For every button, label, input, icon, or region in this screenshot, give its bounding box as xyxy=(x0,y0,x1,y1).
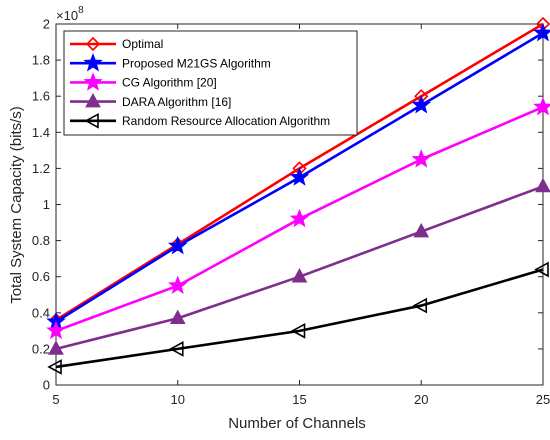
data-point xyxy=(168,235,188,255)
y-tick-label: 1.6 xyxy=(32,89,50,104)
y-tick-label: 1.4 xyxy=(32,125,50,140)
x-tick-label: 5 xyxy=(52,392,59,407)
x-tick-label: 20 xyxy=(414,392,428,407)
data-point xyxy=(535,177,550,193)
data-point xyxy=(46,320,66,340)
data-point xyxy=(533,96,550,116)
data-point xyxy=(47,359,62,375)
data-point xyxy=(534,261,549,278)
y-axis-ticks: 0 0.2 0.4 0.6 0.8 1 1.2 1.4 1.6 1.8 2 xyxy=(32,17,543,393)
data-point xyxy=(83,72,103,91)
x-axis-label: Number of Channels xyxy=(228,415,366,432)
x-tick-label: 25 xyxy=(536,392,550,407)
data-point xyxy=(411,94,431,114)
y-tick-label: 1 xyxy=(43,197,50,212)
y-tick-label: 1.8 xyxy=(32,53,50,68)
x-tick-label: 15 xyxy=(292,392,306,407)
data-point xyxy=(413,222,430,238)
series-4 xyxy=(47,261,549,375)
series-line xyxy=(55,268,544,369)
legend-label: DARA Algorithm [16] xyxy=(122,95,231,109)
legend-entry: Random Resource Allocation Algorithm xyxy=(70,112,330,129)
x-axis-ticks: 5 10 15 20 25 xyxy=(52,24,550,407)
data-point xyxy=(169,341,184,357)
series-2 xyxy=(46,96,550,340)
legend-entry: CG Algorithm [20] xyxy=(70,72,217,91)
data-point xyxy=(411,149,431,168)
y-tick-label: 2 xyxy=(43,17,50,32)
y-axis-label: Total System Capacity (bits/s) xyxy=(8,106,25,304)
y-tick-label: 0.4 xyxy=(32,305,50,320)
y-tick-label: 1.2 xyxy=(32,161,50,176)
data-point xyxy=(85,36,101,52)
legend-label: Optimal xyxy=(122,37,163,51)
data-point xyxy=(83,52,103,72)
data-point xyxy=(291,268,308,283)
legend: Optimal Proposed M21GS Algorithm CG Algori… xyxy=(63,30,358,136)
data-point xyxy=(290,323,306,339)
y-tick-label: 0.2 xyxy=(32,341,50,356)
legend-label: Random Resource Allocation Algorithm xyxy=(122,114,330,128)
data-point xyxy=(85,92,101,108)
x-tick-label: 10 xyxy=(171,392,185,407)
series-3 xyxy=(48,177,550,355)
y-tick-label: 0 xyxy=(43,378,50,393)
data-point xyxy=(48,340,64,355)
legend-entry: Optimal xyxy=(70,36,163,52)
data-point xyxy=(289,167,310,186)
data-point xyxy=(169,309,186,325)
data-point xyxy=(289,208,310,228)
data-point xyxy=(84,112,99,129)
data-point xyxy=(168,275,188,295)
legend-entry: DARA Algorithm [16] xyxy=(70,92,231,109)
y-tick-label: 0.6 xyxy=(32,269,50,284)
y-tick-label: 0.8 xyxy=(32,233,50,248)
data-point xyxy=(533,22,550,42)
y-axis-exponent: ×108 xyxy=(56,5,84,23)
legend-label: CG Algorithm [20] xyxy=(122,76,217,90)
legend-entry: Proposed M21GS Algorithm xyxy=(70,52,271,72)
data-point xyxy=(412,297,428,314)
legend-label: Proposed M21GS Algorithm xyxy=(122,56,271,70)
series-lines xyxy=(46,16,550,375)
